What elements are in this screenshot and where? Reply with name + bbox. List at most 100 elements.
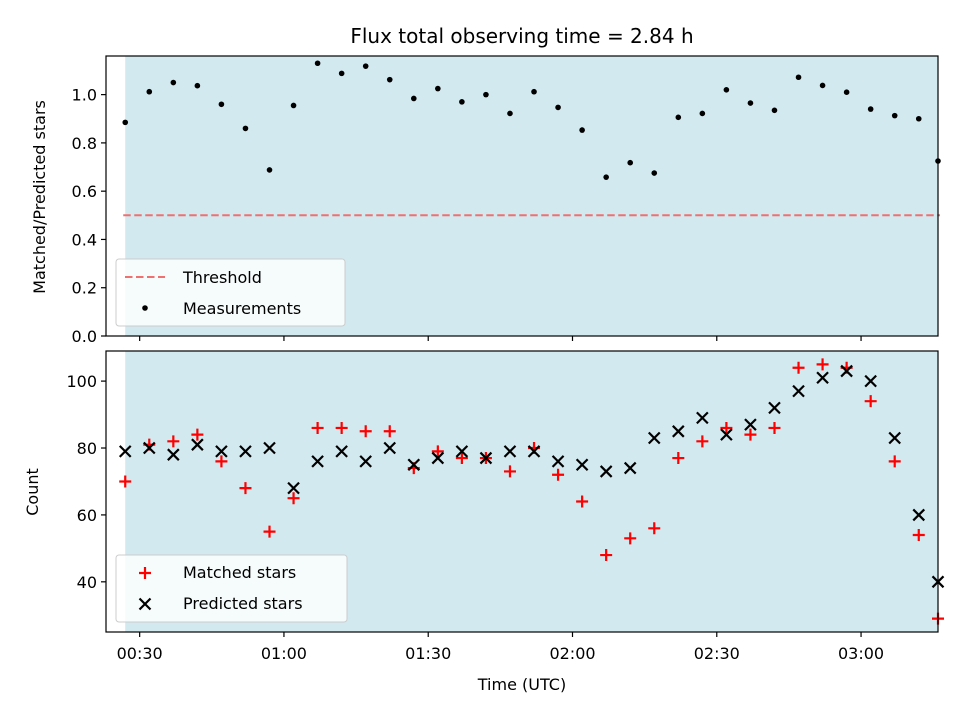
y-tick-label: 60 xyxy=(77,506,97,525)
matched-star-point xyxy=(335,421,348,434)
measurement-point xyxy=(242,125,249,132)
x-tick-label: 03:00 xyxy=(838,644,884,663)
matched-star-point xyxy=(816,358,829,371)
predicted-star-point xyxy=(143,441,156,455)
measurement-point xyxy=(170,79,177,86)
measurement-point xyxy=(915,115,922,122)
predicted-star-point xyxy=(479,451,493,465)
predicted-star-point xyxy=(359,455,372,468)
matched-star-point xyxy=(888,455,901,468)
chart-title: Flux total observing time = 2.84 h xyxy=(350,24,693,48)
predicted-star-point xyxy=(912,508,926,522)
legend-matched-label: Matched stars xyxy=(183,563,296,582)
y-tick-label: 100 xyxy=(66,372,97,391)
predicted-star-point xyxy=(263,441,276,455)
measurement-point xyxy=(867,106,874,112)
predicted-star-point xyxy=(503,445,517,458)
matched-star-point xyxy=(239,482,252,495)
predicted-star-point xyxy=(287,481,300,495)
measurement-point xyxy=(579,127,585,133)
predicted-star-point xyxy=(167,448,180,461)
x-tick-label: 02:00 xyxy=(549,644,595,663)
y-tick-label: 0.6 xyxy=(72,182,97,201)
predicted-star-point xyxy=(672,425,685,438)
measurement-point xyxy=(507,110,513,117)
measurement-point xyxy=(483,91,489,98)
measurement-point xyxy=(651,170,658,176)
measurement-point xyxy=(314,60,321,67)
matched-star-point xyxy=(768,421,781,434)
matched-star-point xyxy=(576,495,589,508)
predicted-star-point xyxy=(335,445,348,458)
measurement-point xyxy=(771,107,778,114)
matched-star-point xyxy=(311,421,324,434)
predicted-star-point xyxy=(864,374,877,388)
measurement-point xyxy=(410,95,417,102)
matched-star-point xyxy=(792,361,805,374)
predicted-star-point xyxy=(840,364,853,378)
bottom-x-axis-ticks: 00:30 01:00 01:30 02:00 02:30 03:00 xyxy=(117,632,884,663)
legend-measurements-swatch xyxy=(142,305,148,311)
measurement-point xyxy=(603,174,609,180)
predicted-star-point xyxy=(647,431,661,445)
y-tick-label: 0.8 xyxy=(72,134,97,153)
measurement-point xyxy=(218,101,225,108)
matched-star-point xyxy=(648,522,661,535)
x-axis-label: Time (UTC) xyxy=(477,675,566,694)
bottom-legend: Matched stars Predicted stars xyxy=(115,554,348,623)
x-tick-label: 01:30 xyxy=(405,644,451,663)
predicted-star-point xyxy=(311,455,324,468)
predicted-star-point xyxy=(816,371,829,385)
x-tick-label: 02:30 xyxy=(694,644,740,663)
matched-star-point xyxy=(263,525,276,538)
predicted-star-point xyxy=(720,428,733,441)
matched-star-point xyxy=(696,435,709,448)
predicted-star-point xyxy=(239,445,252,458)
measurement-point xyxy=(747,100,754,106)
matched-star-point xyxy=(455,452,468,465)
measurement-point xyxy=(555,104,561,111)
measurement-point xyxy=(699,110,706,117)
measurement-points xyxy=(122,60,941,180)
measurement-point xyxy=(146,88,153,95)
bottom-legend-box xyxy=(115,554,348,623)
predicted-star-point xyxy=(768,401,781,415)
predicted-star-point xyxy=(383,441,397,455)
matched-star-point xyxy=(744,428,757,441)
matched-star-point xyxy=(624,532,637,545)
measurement-point xyxy=(266,167,273,173)
predicted-star-point xyxy=(744,418,757,431)
top-legend: Threshold Measurements xyxy=(115,258,346,327)
predicted-star-point xyxy=(455,445,469,458)
legend-measurements-label: Measurements xyxy=(183,299,301,318)
predicted-star-point xyxy=(118,445,132,458)
measurement-point xyxy=(194,82,201,89)
measurement-point xyxy=(459,99,465,105)
matched-star-point xyxy=(167,435,180,448)
y-tick-label: 40 xyxy=(77,573,97,592)
y-tick-label: 0.0 xyxy=(72,327,97,346)
matched-star-point xyxy=(119,475,132,488)
predicted-star-point xyxy=(191,438,204,451)
y-tick-label: 1.0 xyxy=(72,86,97,105)
bottom-panel: 40 60 80 100 00:30 01:00 01:30 02:00 02:30 03:00… xyxy=(23,350,945,694)
matched-star-point xyxy=(600,549,613,562)
measurement-point xyxy=(338,70,345,77)
matched-star-point xyxy=(672,452,685,465)
predicted-star-point xyxy=(696,411,709,425)
matched-star-point xyxy=(287,492,300,505)
predicted-star-point xyxy=(215,445,228,458)
measurement-point xyxy=(435,85,441,92)
bottom-y-axis-ticks: 40 60 80 100 xyxy=(66,372,106,592)
y-tick-label: 80 xyxy=(77,439,97,458)
predicted-star-point xyxy=(407,458,421,472)
predicted-star-point xyxy=(599,465,613,478)
legend-threshold-label: Threshold xyxy=(182,268,262,287)
matched-star-point xyxy=(191,428,204,441)
measurement-point xyxy=(362,63,369,69)
matched-star-point xyxy=(503,465,516,478)
matched-star-point xyxy=(552,468,565,481)
y-tick-label: 0.4 xyxy=(72,230,97,249)
predicted-star-point xyxy=(792,384,805,398)
